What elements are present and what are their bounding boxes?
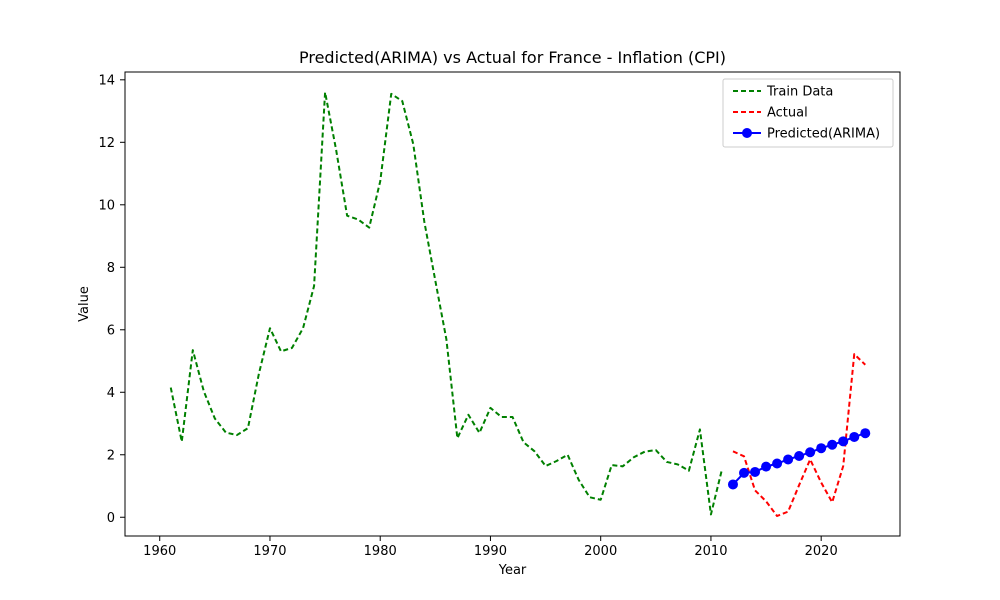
- y-tick-label-6: 6: [107, 323, 115, 338]
- y-tick-label-0: 0: [107, 511, 115, 526]
- legend-label-train-data: Train Data: [766, 85, 833, 100]
- series-actual: [732, 353, 866, 518]
- x-tick-label-2020: 2020: [805, 544, 838, 559]
- legend-label-actual: Actual: [767, 106, 808, 121]
- data-point-predicted-arima-2021: [827, 439, 838, 450]
- legend-marker-predicted: [742, 128, 752, 138]
- legend-item-predicted: Predicted(ARIMA): [733, 127, 880, 142]
- y-axis-ticks: 0 2 4 6 8 10 12 14: [98, 73, 125, 526]
- data-point-predicted-arima-2022: [838, 436, 849, 447]
- legend-item-train-data: Train Data: [733, 85, 833, 100]
- data-point-predicted-arima-2015: [761, 461, 772, 472]
- x-tick-label-1970: 1970: [253, 544, 286, 559]
- legend-label-predicted: Predicted(ARIMA): [767, 127, 880, 142]
- data-point-predicted-arima-2012: [727, 479, 738, 490]
- y-tick-label-4: 4: [107, 386, 115, 401]
- y-tick-label-12: 12: [98, 136, 115, 151]
- plot-frame: [124, 71, 901, 537]
- x-tick-label-2000: 2000: [584, 544, 617, 559]
- data-point-predicted-arima-2020: [816, 443, 827, 454]
- y-tick-label-10: 10: [98, 198, 115, 213]
- x-axis-label: Year: [498, 563, 527, 578]
- x-tick-label-2010: 2010: [694, 544, 727, 559]
- y-tick-label-2: 2: [107, 448, 115, 463]
- data-point-predicted-arima-2019: [805, 447, 816, 458]
- data-point-predicted-arima-2018: [794, 451, 805, 462]
- data-point-predicted-arima-2016: [772, 458, 783, 469]
- data-point-predicted-arima-2024: [860, 428, 871, 439]
- x-axis-ticks: 1960 1970 1980 1990 2000 2010 2020: [143, 536, 838, 559]
- y-tick-label-14: 14: [98, 73, 115, 88]
- x-tick-label-1990: 1990: [474, 544, 507, 559]
- series-line-actual: [732, 353, 866, 518]
- legend: Train Data Actual Predicted(ARIMA): [722, 78, 894, 148]
- x-tick-label-1960: 1960: [143, 544, 176, 559]
- legend-item-actual: Actual: [733, 106, 808, 121]
- legend-box: [722, 78, 894, 148]
- data-point-predicted-arima-2017: [783, 454, 794, 465]
- plot-area: [124, 71, 901, 537]
- y-axis-label: Value: [77, 286, 92, 322]
- series-predicted-arima: [727, 428, 871, 490]
- data-point-predicted-arima-2013: [739, 467, 750, 478]
- x-tick-label-1980: 1980: [364, 544, 397, 559]
- series-train-data: [169, 91, 723, 516]
- y-tick-label-8: 8: [107, 261, 115, 276]
- data-point-predicted-arima-2014: [750, 466, 761, 477]
- series-layer: [169, 91, 871, 518]
- data-point-predicted-arima-2023: [849, 431, 860, 442]
- chart-title: Predicted(ARIMA) vs Actual for France - …: [299, 48, 726, 67]
- series-line-train-data: [169, 91, 723, 516]
